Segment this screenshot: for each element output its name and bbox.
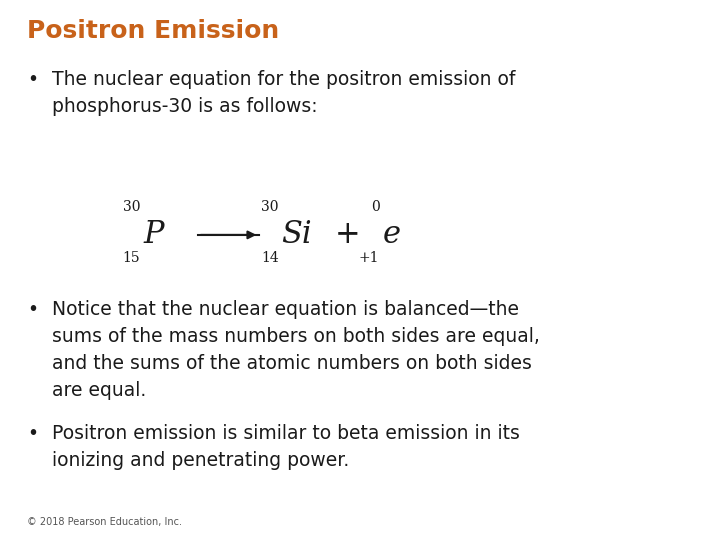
Text: 30: 30 [261,200,279,214]
Text: Notice that the nuclear equation is balanced—the
sums of the mass numbers on bot: Notice that the nuclear equation is bala… [52,300,540,401]
Text: •: • [27,424,38,443]
Text: Positron Emission: Positron Emission [27,19,279,43]
Text: 15: 15 [123,251,140,265]
Text: •: • [27,300,38,319]
Text: 30: 30 [123,200,140,214]
Text: 14: 14 [261,251,279,265]
Text: The nuclear equation for the positron emission of
phosphorus-30 is as follows:: The nuclear equation for the positron em… [52,70,516,117]
Text: e: e [382,219,400,251]
Text: 0: 0 [371,200,379,214]
Text: Si: Si [282,219,312,251]
Text: Positron emission is similar to beta emission in its
ionizing and penetrating po: Positron emission is similar to beta emi… [52,424,520,470]
Text: +1: +1 [359,251,379,265]
Text: •: • [27,70,38,89]
Text: P: P [143,219,163,251]
Text: © 2018 Pearson Education, Inc.: © 2018 Pearson Education, Inc. [27,516,182,526]
Text: +: + [335,219,361,251]
